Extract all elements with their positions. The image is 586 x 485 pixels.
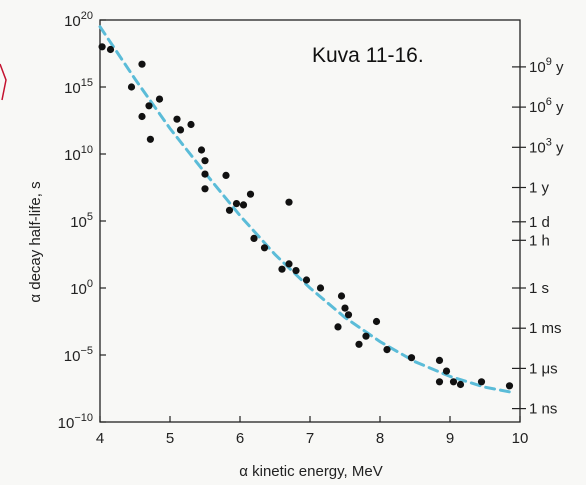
data-point bbox=[250, 234, 258, 242]
data-point bbox=[355, 340, 363, 348]
data-point bbox=[173, 115, 181, 123]
data-points-layer bbox=[98, 43, 514, 390]
y-tick-label: 1010 bbox=[64, 144, 93, 164]
x-tick-label: 5 bbox=[166, 430, 174, 447]
right-tick-label: 1 d bbox=[529, 214, 550, 231]
data-point bbox=[146, 135, 154, 143]
right-tick-label: 1 s bbox=[529, 280, 549, 297]
y-tick-label: 105 bbox=[70, 211, 93, 231]
x-ticks: 4 5 6 7 8 9 10 bbox=[96, 416, 529, 447]
x-tick-label: 7 bbox=[306, 430, 314, 447]
data-point bbox=[442, 367, 451, 375]
data-point bbox=[201, 157, 209, 165]
data-point bbox=[98, 43, 106, 51]
data-point bbox=[435, 378, 444, 386]
data-point bbox=[285, 260, 293, 268]
data-point bbox=[505, 382, 514, 390]
x-tick-label: 9 bbox=[446, 430, 454, 447]
data-point bbox=[246, 190, 255, 198]
right-tick-label: 1 h bbox=[529, 232, 550, 249]
right-tick-label: 103 y bbox=[529, 136, 564, 156]
x-tick-label: 8 bbox=[376, 430, 384, 447]
y-tick-label: 100 bbox=[70, 278, 93, 298]
data-point bbox=[341, 304, 349, 312]
right-axis-ticks: 109 y 106 y 103 y 1 y 1 d1 h 1 s 1 ms 1 μs 1 ns bbox=[512, 56, 564, 418]
data-point bbox=[187, 120, 195, 129]
y-tick-label: 1020 bbox=[64, 10, 93, 30]
y-tick-label: 10−5 bbox=[64, 345, 93, 365]
data-point bbox=[260, 244, 269, 252]
right-tick-label: 1 ns bbox=[529, 401, 557, 418]
y-tick-label: 10−10 bbox=[58, 412, 93, 432]
data-point bbox=[407, 354, 416, 362]
x-axis-label: α kinetic energy, MeV bbox=[239, 463, 382, 480]
data-point bbox=[362, 332, 370, 340]
data-point bbox=[334, 323, 342, 331]
y-ticks: 1020 1015 1010 105 100 10−5 10−10 bbox=[58, 10, 106, 432]
data-point bbox=[435, 356, 444, 364]
data-point bbox=[449, 378, 458, 386]
figure-caption: Kuva 11-16. bbox=[312, 44, 424, 67]
red-edge-mark bbox=[0, 63, 7, 101]
plot-border bbox=[99, 19, 521, 423]
right-tick-label: 1 y bbox=[529, 180, 550, 197]
data-point bbox=[197, 146, 206, 154]
data-point bbox=[106, 45, 115, 54]
right-tick-label: 1 ms bbox=[529, 320, 562, 337]
data-point bbox=[232, 200, 241, 208]
data-point bbox=[225, 206, 234, 214]
right-tick-label: 109 y bbox=[529, 56, 564, 76]
data-point bbox=[145, 102, 153, 110]
y-tick-label: 1015 bbox=[64, 77, 93, 97]
data-point bbox=[285, 198, 293, 206]
data-point bbox=[372, 317, 381, 326]
data-point bbox=[201, 185, 209, 193]
data-point bbox=[176, 126, 185, 134]
data-point bbox=[344, 311, 353, 319]
x-tick-label: 10 bbox=[512, 430, 529, 447]
data-point bbox=[383, 346, 391, 354]
data-point bbox=[239, 201, 248, 209]
data-point bbox=[201, 170, 209, 178]
fit-curve bbox=[98, 25, 515, 394]
data-point bbox=[278, 265, 286, 273]
data-point bbox=[477, 378, 486, 386]
x-tick-label: 6 bbox=[236, 430, 244, 447]
data-point bbox=[316, 284, 325, 292]
data-point bbox=[138, 112, 146, 121]
right-tick-label: 1 μs bbox=[529, 360, 558, 377]
right-tick-label: 106 y bbox=[529, 96, 564, 116]
plot-frame bbox=[99, 19, 521, 423]
data-point bbox=[127, 83, 136, 91]
fit-curve-layer bbox=[98, 25, 515, 394]
data-point bbox=[456, 380, 465, 389]
data-point bbox=[222, 171, 230, 179]
data-point bbox=[155, 95, 164, 103]
y-axis-label: α decay half-life, s bbox=[27, 181, 44, 302]
data-point bbox=[138, 60, 146, 68]
data-point bbox=[292, 267, 300, 275]
data-point bbox=[302, 276, 311, 284]
x-tick-label: 4 bbox=[96, 430, 104, 447]
data-point bbox=[337, 292, 346, 300]
